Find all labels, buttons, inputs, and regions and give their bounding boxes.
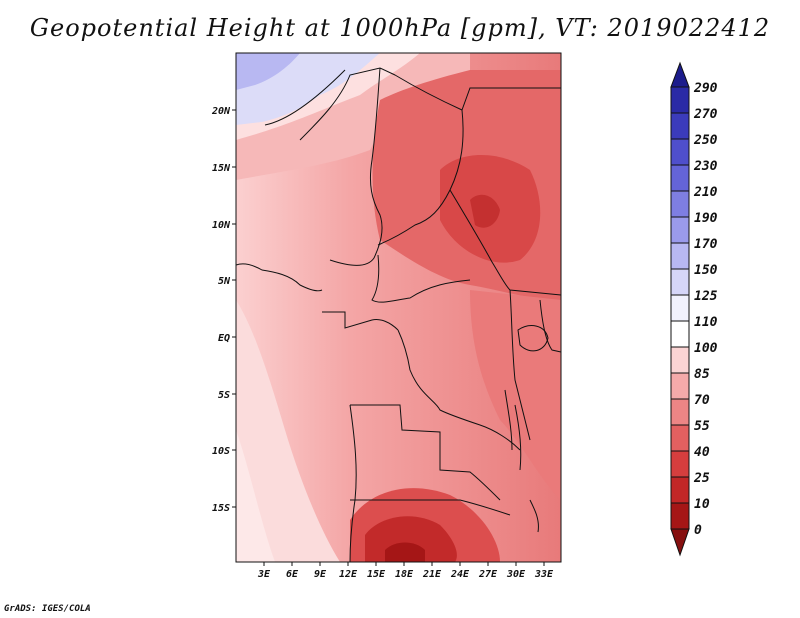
lon-label-21e: 21E — [422, 569, 442, 580]
colorbar-label-0: 0 — [694, 523, 702, 538]
lat-label-eq: EQ — [218, 333, 230, 344]
axis-ticks — [232, 109, 545, 566]
lon-label-9e: 9E — [314, 569, 327, 580]
colorbar-segment-250 — [670, 112, 690, 140]
colorbar-segment-150 — [670, 242, 690, 270]
lat-label-15n: 15N — [212, 163, 231, 174]
colorbar-segment-170 — [670, 216, 690, 244]
grads-credit: GrADS: IGES/COLA — [4, 604, 91, 614]
lat-label-15s: 15S — [212, 503, 230, 514]
colorbar-top-arrow — [670, 61, 690, 88]
colorbar-label-70: 70 — [694, 393, 710, 408]
lakes — [504, 325, 549, 533]
lon-label-27e: 27E — [478, 569, 498, 580]
colorbar-label-110: 110 — [694, 315, 718, 330]
colorbar-label-270: 270 — [693, 107, 718, 122]
colorbar-segment-85 — [670, 346, 690, 374]
colorbar-label-85: 85 — [694, 367, 710, 382]
colorbar-segment-0 — [670, 502, 690, 530]
lat-label-5n: 5N — [218, 276, 231, 287]
colorbar-bottom-arrow — [670, 528, 690, 557]
colorbar: 290 270 250 230 210 190 170 150 125 110 … — [670, 61, 718, 557]
colorbar-label-10: 10 — [694, 497, 710, 512]
lon-label-33e: 33E — [534, 569, 554, 580]
colorbar-label-230: 230 — [693, 159, 718, 174]
colorbar-label-150: 150 — [694, 263, 718, 278]
lat-label-10n: 10N — [212, 220, 231, 231]
map-title: Geopotential Height at 1000hPa [gpm], VT… — [29, 14, 771, 42]
map-frame — [235, 52, 562, 563]
colorbar-label-210: 210 — [693, 185, 718, 200]
colorbar-label-125: 125 — [694, 289, 718, 304]
lat-label-10s: 10S — [212, 446, 230, 457]
lon-label-30e: 30E — [506, 569, 526, 580]
lon-label-12e: 12E — [339, 569, 358, 580]
lon-label-24e: 24E — [450, 569, 470, 580]
longitude-labels: 3E 6E 9E 12E 15E 18E 21E 24E 27E 30E 33E — [257, 569, 554, 580]
colorbar-segment-55 — [670, 398, 690, 426]
colorbar-segment-230 — [670, 138, 690, 166]
height-field — [236, 53, 561, 562]
colorbar-segment-100 — [670, 320, 690, 348]
lat-label-5s: 5S — [218, 390, 230, 401]
colorbar-label-40: 40 — [694, 445, 710, 460]
country-borders — [236, 67, 561, 562]
lon-label-6e: 6E — [286, 569, 299, 580]
lat-label-20n: 20N — [211, 106, 231, 117]
latitude-labels: 20N 15N 10N 5N EQ 5S 10S 15S — [211, 106, 231, 514]
colorbar-segment-40 — [670, 424, 690, 452]
colorbar-label-190: 190 — [694, 211, 718, 226]
colorbar-segment-110 — [670, 294, 690, 322]
colorbar-label-55: 55 — [694, 419, 710, 434]
colorbar-segment-270 — [670, 86, 690, 114]
colorbar-label-25: 25 — [693, 471, 710, 486]
lon-label-3e: 3E — [257, 569, 271, 580]
colorbar-label-170: 170 — [694, 237, 718, 252]
colorbar-label-290: 290 — [693, 81, 718, 96]
colorbar-segment-190 — [670, 190, 690, 218]
lon-label-15e: 15E — [367, 569, 386, 580]
colorbar-segment-210 — [670, 164, 690, 192]
colorbar-segment-10 — [670, 476, 690, 504]
colorbar-segment-70 — [670, 372, 690, 400]
lon-label-18e: 18E — [395, 569, 414, 580]
colorbar-segment-25 — [670, 450, 690, 478]
colorbar-label-250: 250 — [693, 133, 718, 148]
colorbar-segment-125 — [670, 268, 690, 296]
colorbar-label-100: 100 — [694, 341, 718, 356]
